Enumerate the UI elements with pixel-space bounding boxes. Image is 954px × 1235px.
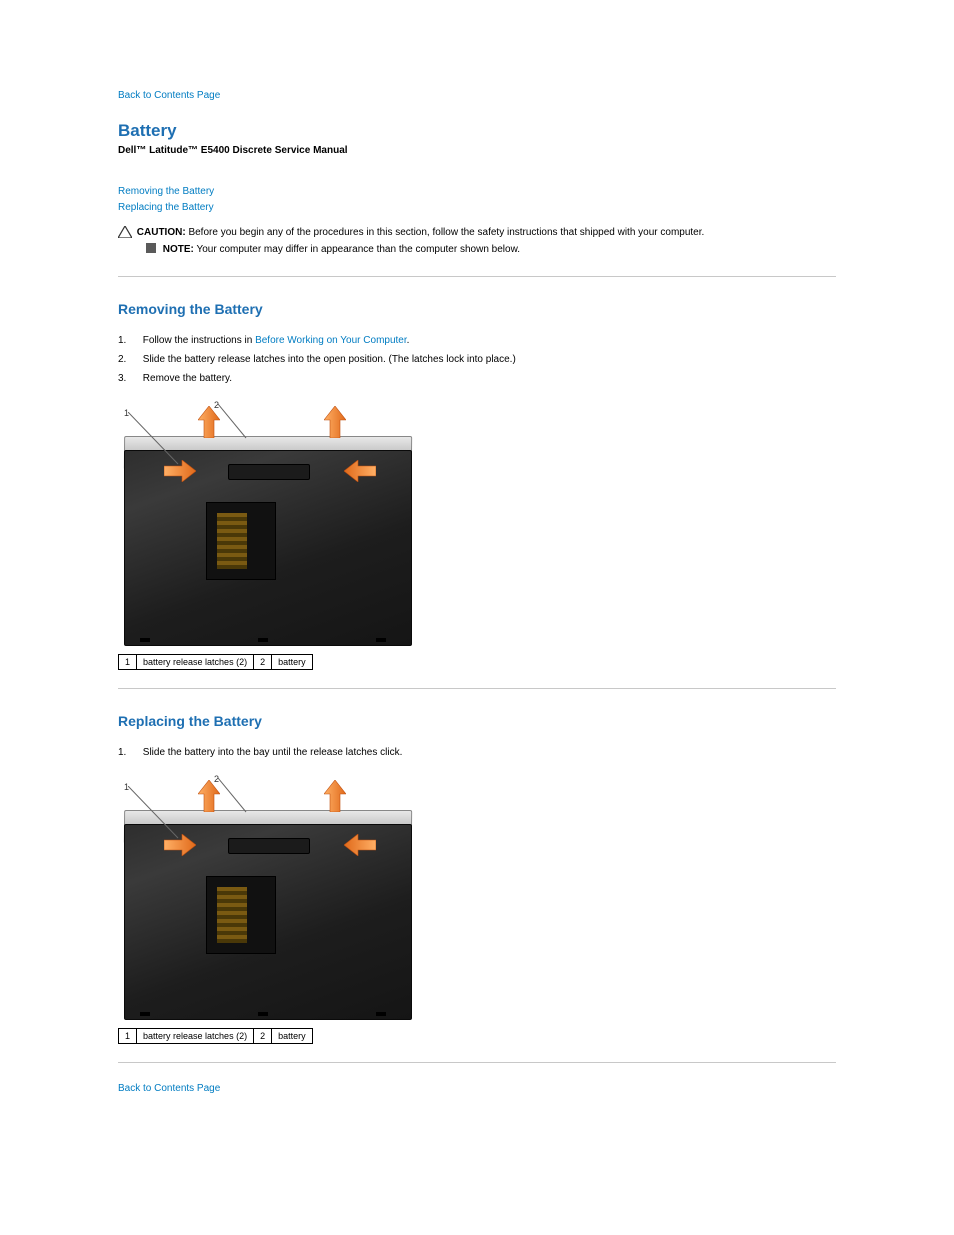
foot [258, 1012, 268, 1016]
legend-num: 2 [254, 1029, 272, 1044]
compartment [206, 876, 276, 954]
legend-table: 1 battery release latches (2) 2 battery [118, 654, 313, 670]
notices: CAUTION: Before you begin any of the pro… [118, 224, 836, 258]
caution-label: CAUTION: [137, 227, 186, 238]
topic-links: Removing the Battery Replacing the Batte… [118, 184, 836, 216]
note-text: Your computer may differ in appearance t… [194, 244, 520, 255]
step: 2. Slide the battery release latches int… [118, 350, 836, 369]
divider [118, 1062, 836, 1063]
back-to-contents-link-bottom[interactable]: Back to Contents Page [118, 1083, 836, 1094]
step: 3. Remove the battery. [118, 369, 836, 388]
arrow-left-icon [344, 460, 376, 482]
foot [258, 638, 268, 642]
arrow-up-icon [198, 406, 220, 438]
step-text-post: . [407, 335, 410, 346]
step-text: Slide the battery release latches into t… [143, 354, 516, 365]
divider [118, 688, 836, 689]
figure-removing: 1 2 1 battery release latches [118, 406, 836, 670]
note-icon [146, 243, 156, 253]
laptop-diagram: 1 2 [118, 406, 418, 646]
note-label: NOTE: [163, 244, 194, 255]
note-line: NOTE: Your computer may differ in appear… [118, 241, 836, 258]
divider [118, 276, 836, 277]
step-link[interactable]: Before Working on Your Computer [255, 335, 407, 346]
foot [376, 1012, 386, 1016]
dock-connector [228, 838, 310, 854]
section-title: Battery [118, 121, 836, 141]
legend-table: 1 battery release latches (2) 2 battery [118, 1028, 313, 1044]
arrow-right-icon [164, 460, 196, 482]
manual-title: Dell™ Latitude™ E5400 Discrete Service M… [118, 145, 836, 156]
legend-label: battery [272, 1029, 313, 1044]
topic-link-removing[interactable]: Removing the Battery [118, 184, 836, 200]
table-row: 1 battery release latches (2) 2 battery [119, 655, 313, 670]
legend-label: battery [272, 655, 313, 670]
foot [140, 638, 150, 642]
leader-line [218, 404, 258, 444]
step-text: Remove the battery. [143, 373, 232, 384]
legend-num: 1 [119, 1029, 137, 1044]
step-text-pre: Follow the instructions in [143, 335, 255, 346]
step-number: 1. [118, 743, 140, 762]
legend-label: battery release latches (2) [137, 1029, 254, 1044]
removing-steps: 1. Follow the instructions in Before Wor… [118, 331, 836, 388]
arrow-up-icon [324, 406, 346, 438]
leader-line [218, 778, 258, 818]
step: 1. Slide the battery into the bay until … [118, 743, 836, 762]
figure-replacing: 1 2 1 battery release latches (2) 2 b [118, 780, 836, 1044]
dock-connector [228, 464, 310, 480]
arrow-right-icon [164, 834, 196, 856]
step-number: 3. [118, 369, 140, 388]
legend-num: 2 [254, 655, 272, 670]
caution-line: CAUTION: Before you begin any of the pro… [118, 224, 836, 241]
step: 1. Follow the instructions in Before Wor… [118, 331, 836, 350]
removing-heading: Removing the Battery [118, 301, 836, 317]
replacing-steps: 1. Slide the battery into the bay until … [118, 743, 836, 762]
title-block: Battery Dell™ Latitude™ E5400 Discrete S… [118, 121, 836, 156]
arrow-left-icon [344, 834, 376, 856]
laptop-diagram: 1 2 [118, 780, 418, 1020]
arrow-up-icon [324, 780, 346, 812]
step-number: 2. [118, 350, 140, 369]
arrow-up-icon [198, 780, 220, 812]
step-text: Slide the battery into the bay until the… [143, 747, 403, 758]
back-to-contents-link-top[interactable]: Back to Contents Page [118, 90, 836, 101]
foot [140, 1012, 150, 1016]
table-row: 1 battery release latches (2) 2 battery [119, 1029, 313, 1044]
replacing-heading: Replacing the Battery [118, 713, 836, 729]
topic-link-replacing[interactable]: Replacing the Battery [118, 200, 836, 216]
caution-text: Before you begin any of the procedures i… [186, 227, 705, 238]
step-number: 1. [118, 331, 140, 350]
legend-num: 1 [119, 655, 137, 670]
legend-label: battery release latches (2) [137, 655, 254, 670]
foot [376, 638, 386, 642]
compartment [206, 502, 276, 580]
page: Back to Contents Page Battery Dell™ Lati… [0, 0, 954, 1134]
caution-icon [118, 226, 132, 238]
